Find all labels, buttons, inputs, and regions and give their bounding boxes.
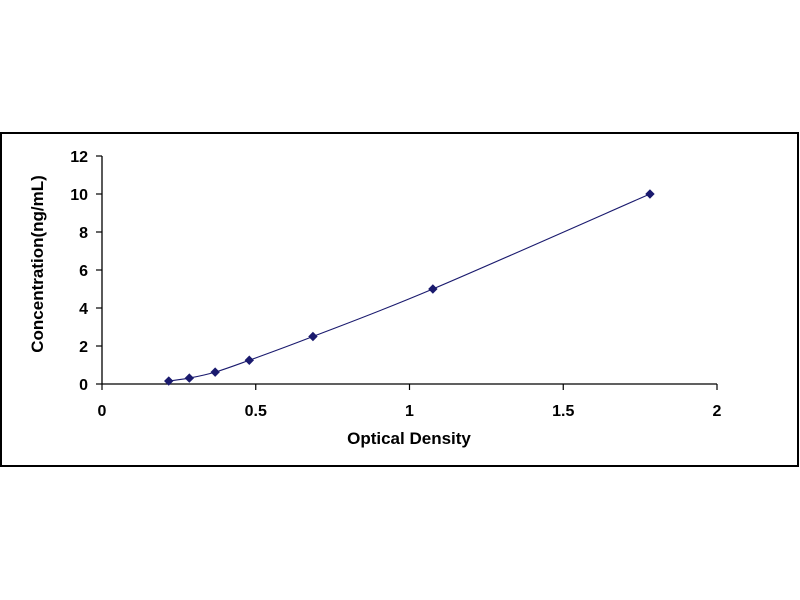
y-tick-label: 6 — [79, 263, 88, 280]
data-point — [210, 367, 220, 377]
y-tick-label: 12 — [70, 149, 88, 166]
x-tick-label: 1 — [405, 403, 414, 420]
x-tick-label: 0.5 — [245, 403, 267, 420]
data-point — [308, 331, 318, 342]
y-tick-label: 8 — [79, 225, 88, 242]
x-tick-label: 2 — [713, 403, 722, 420]
data-point — [184, 373, 195, 383]
points-layer — [164, 189, 655, 386]
axes — [96, 155, 718, 390]
x-axis-title: Optical Density — [347, 429, 471, 448]
data-point — [164, 376, 174, 386]
y-tick-label: 0 — [79, 377, 88, 394]
x-tick-label: 0 — [98, 403, 107, 420]
data-point — [428, 284, 438, 294]
y-tick-label: 2 — [79, 339, 88, 356]
y-tick-label: 10 — [70, 187, 88, 204]
x-tick-label: 1.5 — [552, 403, 574, 420]
data-point — [244, 355, 254, 365]
tick-labels: 0 2 4 6 8 10 12 0 0.5 1 1.5 2 — [70, 149, 721, 420]
y-axis-title: Concentration(ng/mL) — [28, 175, 47, 353]
y-tick-label: 4 — [79, 301, 88, 318]
data-point — [645, 189, 655, 199]
chart-border — [0, 132, 799, 467]
